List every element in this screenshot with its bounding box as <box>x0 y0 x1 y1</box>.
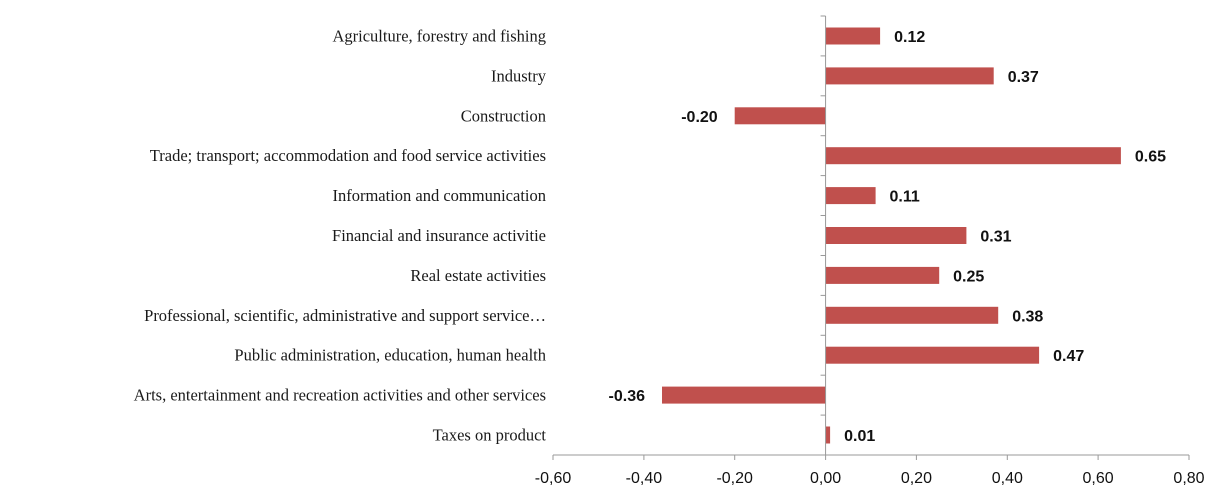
labels-layer: Agriculture, forestry and fishing 0.12 Ind… <box>134 27 1205 488</box>
category-label: Public administration, education, human … <box>234 346 546 365</box>
bar-7 <box>825 306 999 324</box>
bar-0 <box>825 27 881 45</box>
category-label: Taxes on product <box>433 426 547 445</box>
data-label: 0.38 <box>1012 308 1043 325</box>
data-label: 0.11 <box>890 189 920 206</box>
data-label: 0.47 <box>1053 348 1084 365</box>
x-tick-label: 0,20 <box>901 470 932 487</box>
bar-4 <box>825 187 876 205</box>
data-label: 0.65 <box>1135 149 1166 166</box>
bars-layer <box>662 27 1121 444</box>
category-label: Industry <box>491 66 547 85</box>
bar-6 <box>825 266 940 284</box>
category-label: Trade; transport; accommodation and food… <box>150 146 546 165</box>
x-tick-label: -0,20 <box>716 470 753 487</box>
x-tick-label: -0,60 <box>535 470 572 487</box>
bar-5 <box>825 227 967 244</box>
category-label: Real estate activities <box>410 266 546 285</box>
bar-2 <box>734 107 826 125</box>
axis-layer <box>552 15 1190 460</box>
bar-10 <box>825 426 831 444</box>
x-tick-label: 0,40 <box>992 470 1023 487</box>
bar-3 <box>825 147 1121 165</box>
data-label: 0.37 <box>1008 69 1039 86</box>
bar-9 <box>662 386 826 404</box>
data-label: 0.31 <box>980 229 1011 246</box>
bar-1 <box>825 67 994 85</box>
data-label: 0.25 <box>953 268 984 285</box>
x-tick-label: -0,40 <box>626 470 663 487</box>
category-label: Construction <box>461 106 546 125</box>
x-tick-label: 0,60 <box>1083 470 1114 487</box>
data-label: -0.20 <box>681 109 718 126</box>
data-label: 0.12 <box>894 29 925 46</box>
category-label: Financial and insurance activitie <box>332 226 546 245</box>
category-label: Agriculture, forestry and fishing <box>332 27 546 46</box>
x-tick-label: 0,80 <box>1173 470 1204 487</box>
data-label: 0.01 <box>844 428 875 445</box>
bar-8 <box>825 346 1040 364</box>
data-label: -0.36 <box>609 388 646 405</box>
category-label: Arts, entertainment and recreation activ… <box>134 386 546 405</box>
category-label: Information and communication <box>332 186 546 205</box>
category-label: Professional, scientific, administrative… <box>144 306 546 325</box>
x-tick-label: 0,00 <box>810 470 841 487</box>
